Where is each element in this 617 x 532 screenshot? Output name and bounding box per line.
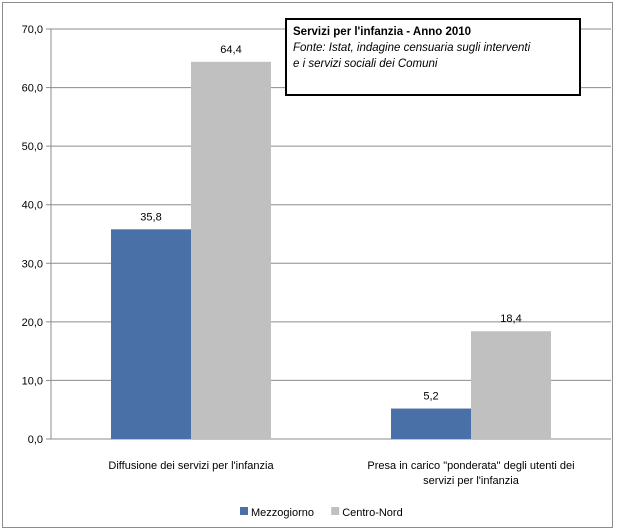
category-label: Diffusione dei servizi per l'infanzia: [108, 460, 274, 472]
bar-mezzogiorno: [111, 229, 191, 439]
bar-centro-nord: [191, 61, 271, 440]
y-tick-label: 40,0: [22, 200, 43, 212]
data-label: 35,8: [140, 211, 161, 223]
y-tick-label: 50,0: [22, 141, 43, 153]
chart-title-box: Servizi per l'infanzia - Anno 2010 Fonte…: [285, 18, 581, 96]
data-label: 64,4: [220, 44, 241, 56]
chart-subtitle: Fonte: Istat, indagine censuaria sugli i…: [293, 42, 531, 70]
y-tick-label: 60,0: [22, 83, 43, 95]
legend-label: Mezzogiorno: [251, 507, 314, 519]
y-tick-label: 10,0: [22, 375, 43, 387]
bar-mezzogiorno: [391, 408, 471, 439]
y-tick-label: 0,0: [28, 434, 43, 446]
legend-swatch: [240, 507, 248, 515]
y-tick-label: 30,0: [22, 258, 43, 270]
legend-label: Centro-Nord: [342, 507, 403, 519]
data-label: 18,4: [500, 313, 521, 325]
category-label: Presa in carico "ponderata" degli utenti…: [367, 460, 574, 487]
legend-swatch: [331, 507, 340, 515]
y-tick-label: 70,0: [22, 24, 43, 36]
data-label: 5,2: [423, 391, 438, 403]
bar-centro-nord: [471, 331, 551, 439]
chart-title: Servizi per l'infanzia - Anno 2010: [293, 26, 472, 38]
y-tick-label: 20,0: [22, 317, 43, 329]
